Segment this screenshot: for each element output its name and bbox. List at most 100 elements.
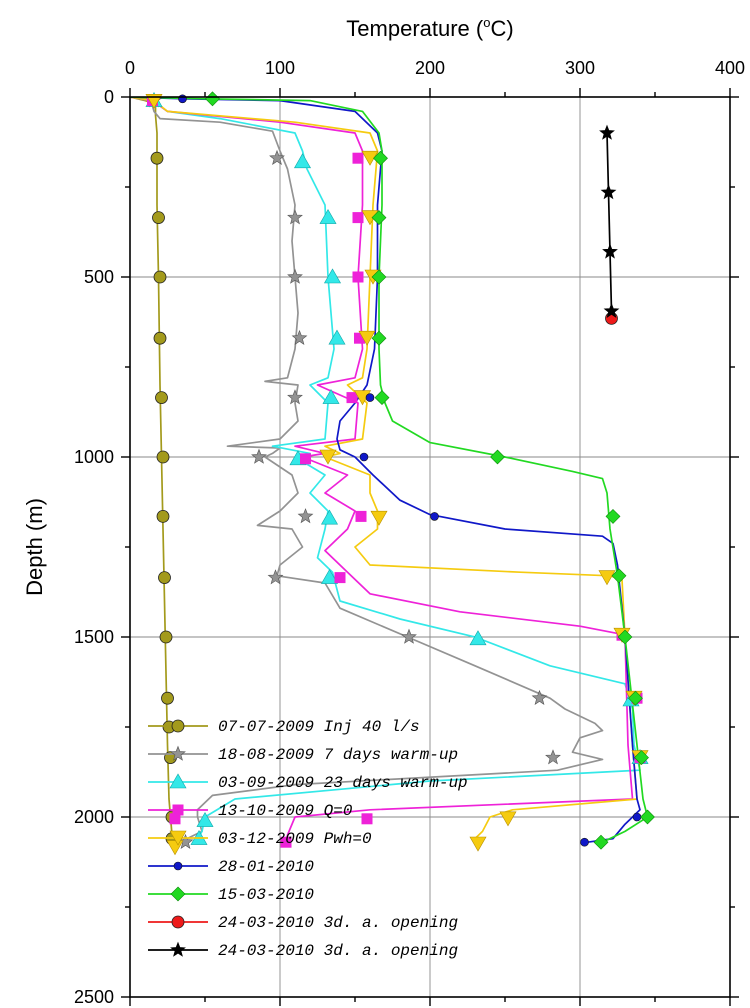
series-6-marker bbox=[371, 210, 387, 226]
x-tick-label-300: 300 bbox=[565, 58, 595, 78]
series-4-marker bbox=[358, 330, 376, 346]
series-2-marker bbox=[323, 268, 342, 284]
legend-marker-6 bbox=[170, 886, 186, 902]
series-1-marker bbox=[287, 389, 303, 405]
x-tick-label-0: 0 bbox=[125, 58, 135, 78]
series-1-marker bbox=[267, 569, 284, 585]
series-8-marker bbox=[600, 184, 617, 200]
y-tick-label-0: 0 bbox=[104, 87, 114, 107]
legend-label-8: 24-03-2010 3d. a. opening bbox=[218, 942, 458, 960]
series-6-marker bbox=[371, 269, 387, 285]
series-3-marker bbox=[346, 392, 358, 404]
series-1-marker bbox=[297, 508, 314, 524]
series-0-marker bbox=[156, 450, 170, 464]
legend: 07-07-2009 Inj 40 l/s 18-08-2009 7 days w… bbox=[148, 718, 468, 960]
series-4-marker bbox=[370, 510, 388, 526]
series-0-marker bbox=[152, 211, 165, 225]
series-1-marker bbox=[287, 268, 303, 284]
series-8-marker bbox=[602, 243, 618, 259]
x-tick-label-400: 400 bbox=[715, 58, 745, 78]
y-axis-title: Depth (m) bbox=[22, 498, 47, 596]
y-tick-label-2000: 2000 bbox=[74, 807, 114, 827]
series-6-marker bbox=[593, 834, 609, 850]
series-3-marker bbox=[354, 332, 365, 344]
legend-marker-1 bbox=[170, 745, 186, 761]
legend-label-1: 18-08-2009 7 days warm-up bbox=[218, 746, 458, 764]
series-1-marker bbox=[269, 149, 285, 165]
legend-label-2: 03-09-2009 23 days warm-up bbox=[218, 774, 468, 792]
series-6-marker bbox=[205, 91, 220, 107]
series-6-marker bbox=[628, 690, 643, 706]
series-4-marker bbox=[145, 94, 163, 109]
legend-marker-5 bbox=[173, 861, 183, 871]
series-6-marker bbox=[490, 449, 505, 465]
series-0-marker bbox=[153, 270, 167, 284]
series-0-marker bbox=[155, 391, 168, 405]
legend-label-0: 07-07-2009 Inj 40 l/s bbox=[218, 718, 420, 736]
axis-ticks bbox=[121, 88, 739, 1006]
legend-marker-0 bbox=[171, 719, 185, 733]
legend-marker-2 bbox=[169, 773, 187, 789]
x-tick-label-200: 200 bbox=[415, 58, 445, 78]
series-0-marker bbox=[158, 571, 171, 584]
legend-label-5: 28-01-2010 bbox=[218, 858, 314, 876]
legend-label-7: 24-03-2010 3d. a. opening bbox=[218, 914, 458, 932]
series-6-marker bbox=[371, 330, 387, 346]
y-tick-label-1500: 1500 bbox=[74, 627, 114, 647]
series-3-marker bbox=[355, 510, 367, 522]
y-tick-label-500: 500 bbox=[84, 267, 114, 287]
x-axis-title: Temperature (oC) bbox=[346, 15, 513, 41]
series-1-marker bbox=[251, 448, 267, 464]
series-5-marker bbox=[580, 837, 589, 847]
series-2-marker bbox=[469, 630, 487, 646]
series-6-marker bbox=[640, 809, 655, 825]
series-line-8 bbox=[606, 132, 613, 312]
series-2-marker bbox=[328, 329, 346, 345]
series-5-marker bbox=[178, 94, 187, 104]
legend-marker-8 bbox=[170, 941, 186, 957]
series-3-marker bbox=[334, 572, 346, 584]
series-5-marker bbox=[359, 452, 369, 462]
series-6-marker bbox=[617, 629, 633, 645]
series-1-marker bbox=[291, 329, 308, 345]
series-0-marker bbox=[150, 151, 164, 165]
series-5-marker bbox=[632, 812, 642, 822]
series-3-marker bbox=[300, 453, 311, 465]
tick-labels: 0 100 200 300 400 0 500 1000 1500 2000 2500 bbox=[74, 58, 745, 1007]
series-6-marker bbox=[634, 750, 649, 766]
series-1-marker bbox=[531, 689, 548, 705]
series-2-marker bbox=[196, 811, 214, 827]
series-5-marker bbox=[365, 393, 375, 402]
legend-marker-7 bbox=[171, 915, 185, 929]
y-tick-label-1000: 1000 bbox=[74, 447, 114, 467]
series-4-marker bbox=[499, 811, 517, 827]
series-4-marker bbox=[319, 449, 337, 465]
series-line-0 bbox=[130, 97, 176, 847]
series-2-marker bbox=[319, 208, 337, 224]
series-line-6 bbox=[130, 97, 649, 843]
x-tick-label-100: 100 bbox=[265, 58, 295, 78]
series-1-marker bbox=[545, 749, 561, 765]
series-2-marker bbox=[320, 568, 339, 584]
series-0-marker bbox=[156, 510, 170, 523]
series-8-marker bbox=[603, 302, 620, 318]
series-3-marker bbox=[280, 836, 292, 848]
series-0-marker bbox=[159, 630, 173, 644]
series-6-marker bbox=[611, 568, 627, 584]
legend-label-3: 13-10-2009 Q=0 bbox=[218, 802, 353, 820]
series-2-marker bbox=[293, 153, 312, 169]
series-2-marker bbox=[322, 388, 340, 404]
legend-label-4: 03-12-2009 Pwh=0 bbox=[218, 830, 372, 848]
series-3-marker bbox=[352, 152, 364, 164]
series-6-marker bbox=[605, 508, 621, 524]
series-4-marker bbox=[598, 570, 616, 586]
series-8-marker bbox=[599, 124, 615, 140]
series-3-marker bbox=[361, 813, 373, 825]
series-0-marker bbox=[153, 331, 167, 345]
series-4-marker bbox=[166, 840, 184, 856]
series-4-marker bbox=[469, 836, 487, 852]
legend-label-6: 15-03-2010 bbox=[218, 886, 314, 904]
series-6-marker bbox=[373, 150, 388, 166]
series-3-marker bbox=[169, 813, 181, 825]
